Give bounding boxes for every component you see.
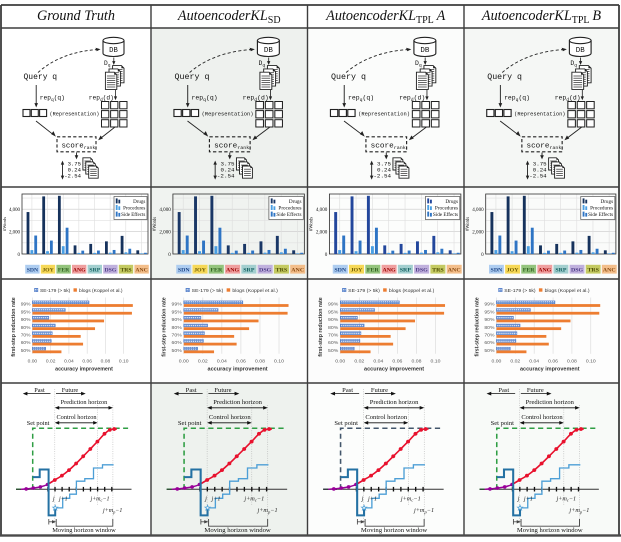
svg-text:AutoencoderKLSD: AutoencoderKLSD [177,8,281,26]
svg-text:AutoencoderKLTPL A: AutoencoderKLTPL A [325,8,445,26]
svg-text:AutoencoderKLTPL B: AutoencoderKLTPL B [481,8,601,26]
svg-text:Ground Truth: Ground Truth [37,8,115,24]
